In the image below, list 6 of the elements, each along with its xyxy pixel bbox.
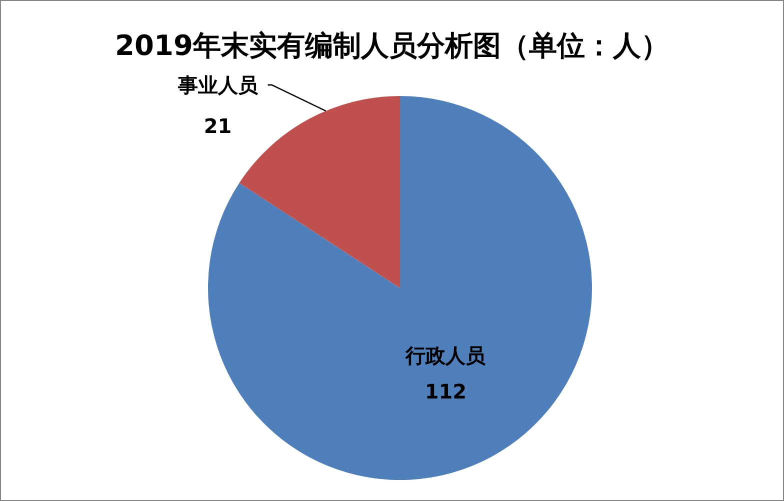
data-label: 112 <box>424 379 467 404</box>
chart-title: 2019年末实有编制人员分析图（单位：人） <box>115 29 669 62</box>
data-label: 21 <box>204 114 232 138</box>
pie-slice <box>239 96 400 288</box>
slice-label: 事业人员 <box>176 72 259 97</box>
slice-label: 行政人员 <box>404 343 487 368</box>
